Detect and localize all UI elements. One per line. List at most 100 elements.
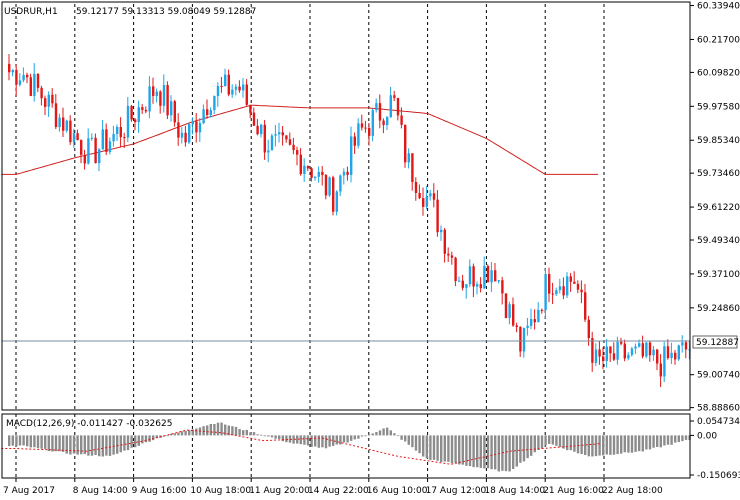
macd-bar	[72, 435, 76, 454]
macd-bar	[36, 435, 40, 449]
macd-bar	[677, 435, 680, 443]
candle-body	[166, 85, 169, 116]
candle-body	[382, 120, 385, 126]
candle-body	[630, 348, 634, 355]
macd-bar	[389, 430, 392, 436]
candle-body	[281, 132, 284, 136]
macd-frame	[1, 413, 691, 479]
candle-body	[674, 352, 677, 360]
macd-bar	[317, 435, 320, 448]
macd-bar	[321, 435, 324, 448]
macd-bar	[411, 435, 414, 448]
candle-body	[533, 319, 536, 323]
candle-body	[494, 270, 497, 282]
macd-bar	[504, 435, 508, 472]
macd-bar	[40, 435, 43, 449]
macd-bar	[627, 435, 630, 453]
candle-body	[443, 229, 446, 254]
macd-bar	[350, 435, 353, 441]
candle-body	[227, 74, 230, 95]
macd-bar	[263, 435, 266, 437]
macd-bar	[512, 435, 515, 469]
candle-body	[558, 286, 562, 291]
candle-body	[681, 342, 684, 346]
candle-body	[188, 124, 191, 143]
macd-bar	[382, 428, 385, 436]
candle-body	[576, 283, 580, 290]
candle-body	[594, 349, 598, 363]
candle-body	[357, 123, 360, 146]
candle-body	[580, 289, 583, 293]
macd-bar	[173, 433, 176, 436]
candle-body	[339, 175, 342, 192]
candle-body	[83, 154, 86, 164]
candle-body	[270, 135, 274, 151]
macd-label: MACD(12,26,9) -0.011427 -0.032625	[6, 419, 172, 429]
macd-bar	[11, 435, 14, 446]
macd-bar	[440, 435, 443, 462]
candle-body	[522, 327, 526, 352]
macd-bar	[101, 435, 104, 457]
candle-body	[497, 280, 500, 282]
macd-bar	[494, 435, 497, 470]
candle-body	[242, 84, 245, 91]
macd-bar	[458, 435, 461, 465]
macd-bar	[83, 435, 86, 455]
candle-body	[389, 95, 392, 118]
macd-bar	[267, 435, 270, 437]
macd-bar	[105, 435, 108, 456]
candle-body	[101, 129, 104, 150]
macd-bar	[663, 435, 666, 446]
candle-body	[407, 153, 410, 163]
price-tick-label: 59.85340	[697, 136, 740, 146]
macd-bar	[612, 435, 616, 455]
candle-body	[198, 123, 202, 133]
macd-bar	[641, 435, 644, 452]
macd-tick-label: 0.00	[697, 431, 717, 441]
macd-bar	[584, 435, 587, 455]
macd-bar	[177, 432, 180, 436]
macd-bar	[375, 432, 378, 436]
macd-bar	[486, 435, 490, 469]
macd-bar	[666, 435, 670, 445]
macd-bar	[126, 435, 130, 451]
macd-bar	[591, 435, 594, 457]
macd-bar	[18, 435, 22, 446]
candle-body	[76, 133, 79, 141]
macd-bar	[155, 435, 158, 439]
candle-body	[656, 349, 659, 364]
macd-bar	[195, 428, 198, 436]
candle-body	[436, 199, 439, 233]
macd-bar	[519, 435, 522, 463]
candle-body	[641, 343, 644, 357]
candle-body	[476, 284, 479, 287]
macd-bar	[533, 435, 536, 453]
macd-bar	[566, 435, 569, 451]
price-tick-label: 59.73460	[697, 169, 740, 179]
candle-body	[249, 104, 252, 113]
macd-bar	[206, 425, 209, 436]
macd-bar	[652, 435, 655, 448]
candle-body	[371, 110, 374, 136]
time-tick-label: 7 Aug 2017	[3, 486, 55, 496]
macd-bar	[573, 435, 576, 452]
macd-bar	[616, 435, 619, 455]
candle-body	[447, 253, 450, 256]
candle-body	[468, 266, 472, 285]
macd-bar	[220, 422, 223, 436]
candle-body	[360, 123, 364, 128]
candle-body	[36, 73, 40, 88]
macd-bar	[432, 435, 436, 460]
candlesticks	[8, 54, 691, 388]
macd-bar	[245, 429, 248, 436]
candle-body	[112, 134, 115, 142]
macd-bar	[119, 435, 122, 453]
candle-body	[350, 136, 353, 175]
candle-body	[224, 74, 227, 87]
macd-bar	[224, 424, 227, 436]
candle-body	[458, 280, 461, 282]
candle-body	[486, 265, 490, 283]
time-tick-label: 21 Aug 16:00	[543, 486, 604, 496]
candle-body	[393, 95, 396, 98]
